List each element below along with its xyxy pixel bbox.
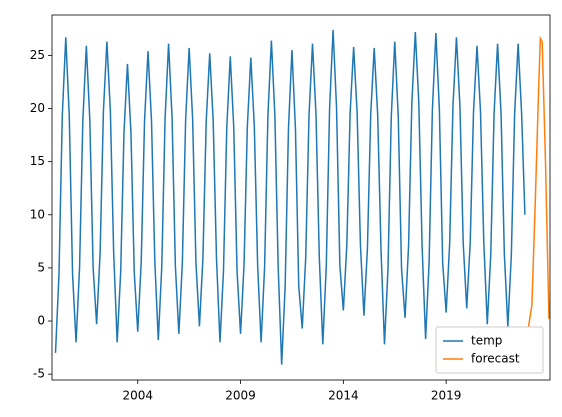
y-tick-label: 15: [30, 154, 45, 168]
legend-label: forecast: [471, 352, 520, 366]
y-tick-label: 10: [30, 207, 45, 221]
x-tick-label: 2004: [122, 389, 153, 403]
legend-label: temp: [471, 334, 502, 348]
x-tick-label: 2009: [225, 389, 256, 403]
y-tick-label: 25: [30, 48, 45, 62]
x-tick-label: 2014: [328, 389, 359, 403]
x-tick-label: 2019: [431, 389, 462, 403]
legend-box: [435, 326, 544, 374]
plot-frame: [51, 14, 551, 381]
y-tick-label: 0: [37, 314, 45, 328]
y-tick-label: 20: [30, 101, 45, 115]
line-series: [54, 29, 526, 365]
y-tick-label: 5: [37, 260, 45, 274]
line-series: [527, 35, 550, 328]
y-tick-label: -5: [33, 367, 45, 381]
